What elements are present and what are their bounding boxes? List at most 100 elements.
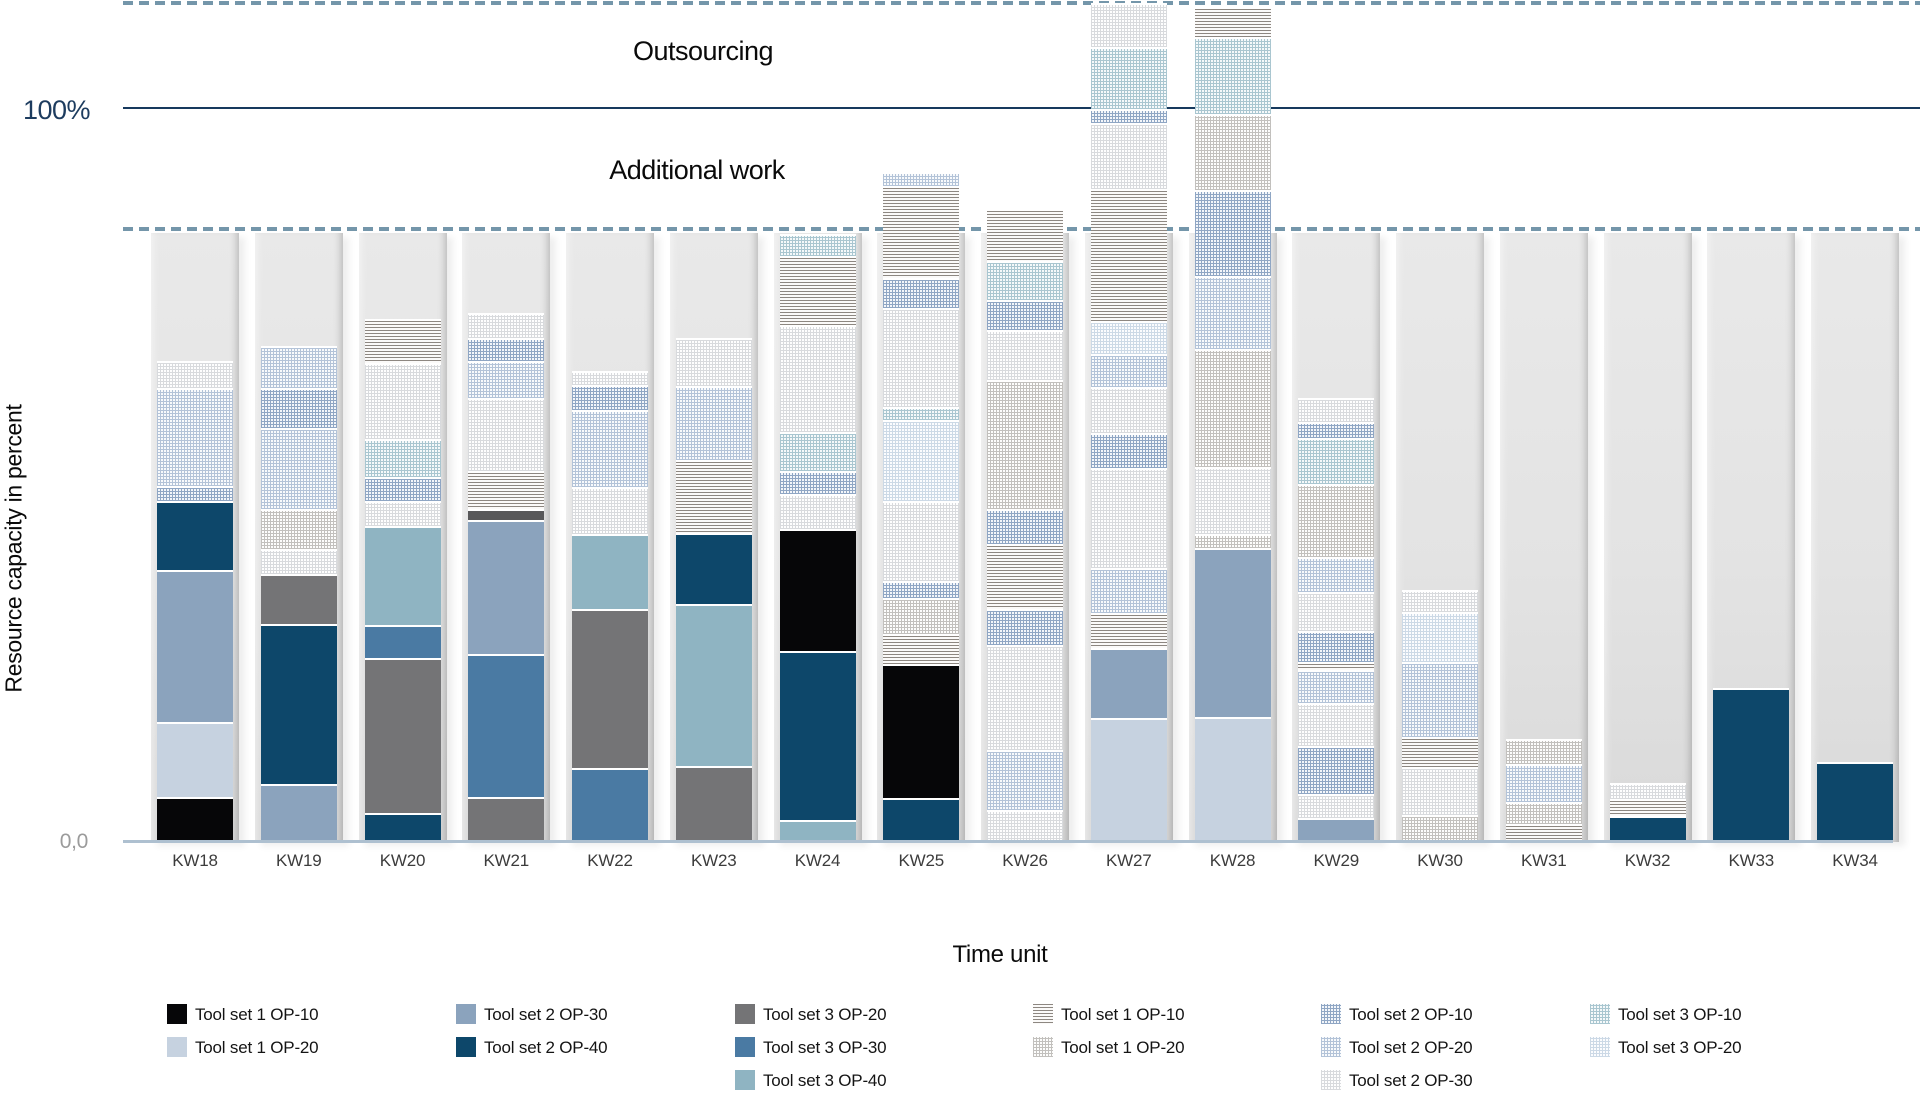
bar-segment-KW27-11-h3 — [1090, 109, 1167, 123]
bar-segment-KW31-1-h2 — [1505, 802, 1582, 824]
bar-segment-KW22-4-h4 — [572, 409, 648, 487]
bar-segment-KW25-10-h1 — [883, 185, 960, 278]
bar-segment-KW26-7-h5 — [987, 330, 1063, 381]
bar-segment-KW27-12-h6 — [1090, 47, 1167, 110]
bar-segment-KW27-10-h5 — [1090, 122, 1167, 189]
bar-segment-KW19-3-h5 — [260, 549, 337, 575]
bar-segment-KW28-8-h6 — [1194, 36, 1271, 114]
bar-segment-KW26-10-h1 — [987, 208, 1063, 261]
legend-item-3-1: Tool set 1 OP-20 — [1033, 1037, 1283, 1059]
bar-segment-KW27-5-h3 — [1090, 433, 1167, 469]
bar-segment-KW25-7-h6 — [883, 406, 960, 420]
bar-segment-KW23-4-h4 — [675, 386, 752, 460]
bar-segment-KW31-3-h2 — [1505, 738, 1582, 765]
bar-segment-KW28-7-h2 — [1194, 113, 1271, 191]
bar-segment-KW22-5-h3 — [572, 384, 648, 410]
bar-segment-KW18-4-h3 — [157, 486, 233, 501]
x-tick-label-KW23: KW23 — [691, 851, 737, 870]
bar-segment-KW27-6-h5 — [1090, 386, 1167, 434]
y-axis-zero-label: 0,0 — [59, 830, 89, 853]
legend-label: Tool set 3 OP-10 — [1618, 1005, 1742, 1024]
bar-segment-KW18-2-s3 — [157, 569, 233, 723]
x-tick-label-KW33: KW33 — [1728, 851, 1775, 870]
legend-label: Tool set 3 OP-20 — [763, 1005, 887, 1024]
bar-segment-KW26-4-h1 — [987, 543, 1063, 610]
bar-segment-KW30-5-h5 — [1402, 590, 1478, 613]
legend-item-5-0: Tool set 3 OP-10 — [1590, 1004, 1840, 1026]
x-tick-label-KW24: KW24 — [794, 851, 841, 870]
bar-segment-KW30-3-h4 — [1402, 662, 1478, 738]
bar-segment-KW26-0-h5 — [987, 809, 1063, 842]
legend-label: Tool set 2 OP-30 — [1349, 1071, 1473, 1090]
bar-segment-KW20-1-s5 — [364, 657, 441, 813]
legend-swatch-h2 — [1033, 1037, 1053, 1057]
legend-swatch-h7 — [1590, 1037, 1610, 1057]
bar-segment-KW29-2-h3 — [1298, 745, 1375, 794]
bar-segment-KW22-3-h5 — [572, 486, 648, 535]
legend-swatch-h4 — [1321, 1037, 1341, 1057]
legend-swatch-s7 — [735, 1070, 755, 1090]
bar-segment-KW24-6-h5 — [779, 325, 856, 432]
x-tick-label-KW27: KW27 — [1106, 851, 1152, 870]
legend-item-1-0: Tool set 2 OP-30 — [456, 1004, 706, 1026]
bar-segment-KW28-0-s2 — [1194, 717, 1271, 842]
bar-segment-KW23-5-h5 — [675, 338, 752, 387]
legend-item-0-0: Tool set 1 OP-10 — [167, 1004, 417, 1026]
bar-segment-KW20-2-s6 — [364, 624, 441, 658]
legend-label: Tool set 1 OP-20 — [195, 1038, 319, 1057]
legend-swatch-h1 — [1033, 1004, 1053, 1024]
bar-segment-KW29-9-h2 — [1298, 483, 1375, 558]
outsourcing-zone-label: Outsourcing — [632, 36, 774, 66]
bar-segment-KW24-5-h6 — [779, 431, 856, 472]
capacity-column-KW32 — [1603, 233, 1692, 842]
legend-swatch-s5 — [735, 1004, 755, 1024]
bar-segment-KW21-5-h5 — [468, 397, 545, 472]
bar-segment-KW19-0-s3 — [260, 784, 337, 842]
bar-segment-KW24-4-h3 — [779, 471, 856, 495]
x-tick-label-KW34: KW34 — [1832, 851, 1878, 870]
legend-item-5-1: Tool set 3 OP-20 — [1590, 1037, 1840, 1059]
bar-segment-KW24-7-h1 — [779, 255, 856, 326]
bar-segment-KW19-5-h4 — [260, 428, 337, 509]
legend-swatch-s4 — [456, 1037, 476, 1057]
legend-item-0-1: Tool set 1 OP-20 — [167, 1037, 417, 1059]
bar-segment-KW21-7-h3 — [468, 337, 545, 362]
bar-segment-KW28-1-s3 — [1194, 548, 1271, 718]
bar-segment-KW20-5-h3 — [364, 477, 441, 502]
bar-segment-KW20-3-s7 — [364, 525, 441, 625]
bar-segment-KW18-5-h4 — [157, 388, 233, 486]
bar-segment-KW24-3-h5 — [779, 494, 856, 530]
x-tick-label-KW18: KW18 — [172, 851, 218, 870]
bar-segment-KW30-1-h5 — [1402, 767, 1478, 815]
bar-segment-KW29-11-h3 — [1298, 422, 1375, 439]
bar-segment-KW21-6-h4 — [468, 361, 545, 398]
bar-segment-KW29-5-h1 — [1298, 662, 1375, 671]
bar-segment-KW22-6-h5 — [572, 370, 648, 385]
bar-segment-KW27-13-h5 — [1090, 3, 1167, 48]
legend-swatch-h5 — [1321, 1070, 1341, 1090]
bar-segment-KW25-2-h1 — [883, 633, 960, 664]
bar-segment-KW27-3-h4 — [1090, 568, 1167, 613]
bar-segment-KW18-6-h5 — [157, 361, 233, 389]
legend-item-3-0: Tool set 1 OP-10 — [1033, 1004, 1283, 1026]
legend-item-4-1: Tool set 2 OP-20 — [1321, 1037, 1571, 1059]
capacity-column-KW34 — [1811, 233, 1899, 842]
bar-segment-KW25-0-s4 — [883, 797, 960, 842]
bar-segment-KW34-0-s4 — [1817, 761, 1893, 842]
legend-label: Tool set 3 OP-20 — [1618, 1038, 1742, 1057]
bar-segment-KW20-0-s4 — [364, 812, 441, 842]
additional-work-zone-label: Additional work — [609, 155, 785, 185]
bar-segment-KW25-5-h5 — [883, 500, 960, 582]
legend-item-1-1: Tool set 2 OP-40 — [456, 1037, 706, 1059]
x-tick-label-KW20: KW20 — [379, 851, 426, 870]
bar-segment-KW22-2-s7 — [572, 534, 648, 610]
x-axis-title: Time unit — [952, 941, 1048, 968]
legend-label: Tool set 1 OP-20 — [1061, 1038, 1185, 1057]
bar-segment-KW30-4-h7 — [1402, 612, 1478, 663]
bar-segment-KW28-9-h1 — [1194, 6, 1271, 37]
bar-segment-KW27-9-h1 — [1090, 188, 1167, 321]
bar-segment-KW23-3-h1 — [675, 459, 752, 533]
bar-segment-KW25-8-h5 — [883, 307, 960, 407]
